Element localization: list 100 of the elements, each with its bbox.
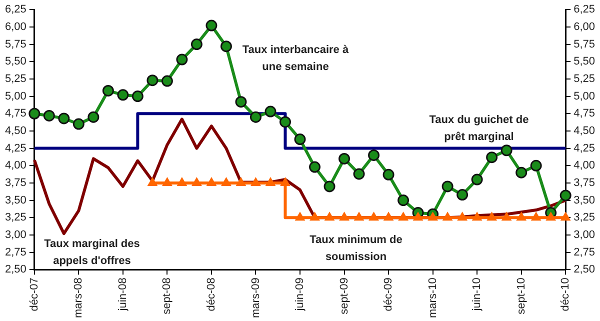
point bbox=[398, 194, 410, 206]
x-tick-label: sept-09 bbox=[338, 278, 350, 314]
point bbox=[176, 176, 188, 186]
point bbox=[501, 212, 512, 221]
point bbox=[309, 161, 321, 173]
point bbox=[220, 40, 232, 52]
point bbox=[264, 106, 276, 118]
series-label: Taux marginal des appels d'offres bbox=[43, 237, 141, 269]
x-tick-label: déc-10 bbox=[560, 278, 572, 312]
y2-tick-label: 3,50 bbox=[574, 194, 596, 206]
y-tick-label: 5,75 bbox=[4, 38, 26, 50]
point bbox=[546, 212, 556, 221]
point bbox=[486, 152, 498, 164]
y2-tick-label: 5,00 bbox=[574, 90, 596, 102]
y-tick-label: 4,50 bbox=[4, 124, 26, 137]
point bbox=[117, 89, 129, 101]
point bbox=[102, 84, 114, 96]
y2-tick-label: 4,25 bbox=[574, 142, 596, 154]
point bbox=[500, 144, 512, 156]
y-tick-label: 3,50 bbox=[4, 194, 26, 206]
point bbox=[72, 118, 84, 130]
point bbox=[354, 212, 364, 221]
point bbox=[486, 212, 498, 221]
y2-tick-label: 2,50 bbox=[574, 264, 596, 276]
point bbox=[368, 149, 380, 161]
point bbox=[190, 38, 202, 50]
point bbox=[442, 180, 454, 192]
point bbox=[560, 190, 572, 202]
point bbox=[265, 176, 276, 186]
point bbox=[339, 212, 350, 221]
point bbox=[294, 212, 306, 221]
point bbox=[457, 212, 468, 221]
y-tick-label: 3,75 bbox=[4, 177, 26, 190]
point bbox=[324, 212, 335, 221]
point bbox=[530, 212, 542, 221]
point bbox=[398, 212, 408, 221]
point bbox=[368, 212, 379, 221]
point bbox=[382, 168, 394, 180]
point bbox=[310, 212, 320, 221]
point bbox=[43, 110, 55, 122]
x-tick-label: juin-09 bbox=[294, 278, 306, 312]
point bbox=[472, 212, 482, 221]
point bbox=[147, 176, 158, 186]
point bbox=[516, 166, 528, 178]
y-tick-label: 3,00 bbox=[4, 229, 26, 242]
point bbox=[442, 212, 453, 221]
point bbox=[206, 20, 218, 32]
y-tick-label: 5,00 bbox=[4, 90, 26, 102]
point bbox=[58, 112, 70, 124]
point bbox=[471, 174, 483, 186]
point bbox=[221, 176, 232, 186]
point bbox=[236, 176, 246, 186]
y2-tick-label: 3,00 bbox=[574, 229, 596, 242]
series-label: Taux minimum de soumission bbox=[308, 233, 404, 265]
y2-tick-label: 4,00 bbox=[574, 160, 596, 172]
x-tick-label: déc-08 bbox=[206, 278, 218, 312]
point bbox=[192, 176, 202, 186]
y-tick-label: 2,75 bbox=[4, 246, 26, 258]
y2-tick-label: 6,00 bbox=[574, 20, 596, 33]
y2-tick-label: 5,25 bbox=[574, 72, 596, 85]
point bbox=[162, 176, 172, 186]
point bbox=[280, 176, 290, 186]
y-tick-label: 6,00 bbox=[4, 20, 26, 33]
point bbox=[560, 212, 571, 221]
y-tick-label: 5,50 bbox=[4, 56, 26, 68]
y-tick-label: 2,50 bbox=[4, 264, 26, 276]
point bbox=[412, 212, 424, 221]
y2-tick-label: 2,75 bbox=[574, 246, 596, 258]
point bbox=[88, 111, 100, 123]
point bbox=[456, 189, 468, 201]
y-tick-label: 4,25 bbox=[4, 142, 26, 154]
point bbox=[132, 90, 144, 102]
point bbox=[324, 180, 336, 192]
x-tick-label: mars-10 bbox=[426, 278, 439, 318]
point bbox=[294, 134, 306, 146]
y-tick-label: 5,25 bbox=[4, 72, 26, 85]
y2-tick-label: 5,75 bbox=[574, 38, 596, 50]
point bbox=[353, 168, 365, 180]
point bbox=[428, 212, 438, 221]
point bbox=[338, 152, 350, 164]
x-tick-label: sept-08 bbox=[161, 278, 174, 314]
point bbox=[279, 116, 291, 128]
x-tick-label: mars-09 bbox=[250, 278, 262, 318]
x-tick-label: juin-10 bbox=[471, 278, 484, 312]
point bbox=[383, 212, 394, 221]
series-label: Taux interbancaire à une semaine bbox=[241, 43, 350, 75]
point bbox=[161, 75, 173, 87]
y-tick-label: 6,25 bbox=[4, 4, 26, 16]
y2-tick-label: 4,75 bbox=[574, 108, 596, 120]
point bbox=[250, 176, 261, 186]
y2-tick-label: 3,75 bbox=[574, 177, 596, 190]
point bbox=[235, 96, 247, 108]
y2-tick-label: 3,25 bbox=[574, 212, 596, 224]
x-tick-label: déc-09 bbox=[382, 278, 395, 312]
point bbox=[176, 54, 188, 66]
point bbox=[516, 212, 527, 221]
y2-tick-label: 6,25 bbox=[574, 4, 596, 16]
y2-tick-label: 5,50 bbox=[574, 56, 596, 68]
x-tick-label: mars-08 bbox=[72, 278, 85, 318]
y-tick-label: 4,75 bbox=[4, 108, 26, 120]
